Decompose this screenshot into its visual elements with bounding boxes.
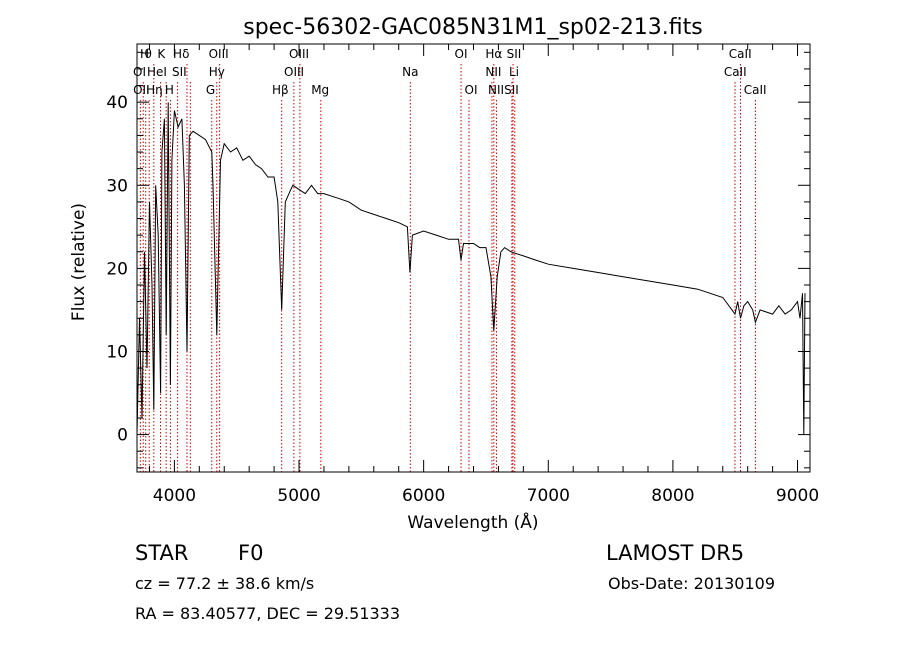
line-label: G bbox=[206, 83, 215, 97]
line-markers bbox=[139, 64, 756, 472]
x-tick-label: 7000 bbox=[527, 486, 570, 506]
y-axis: 0 10 20 30 40 bbox=[106, 51, 810, 469]
line-label: NIISII bbox=[488, 83, 519, 97]
y-tick-label: 30 bbox=[106, 176, 128, 196]
line-label: OI bbox=[133, 65, 146, 79]
survey-name: LAMOST DR5 bbox=[606, 541, 745, 565]
line-label: CaII bbox=[729, 47, 752, 61]
x-tick-label: 5000 bbox=[277, 486, 320, 506]
line-label: SII bbox=[172, 65, 187, 79]
object-class: STAR bbox=[135, 541, 189, 565]
line-label: CaII bbox=[744, 83, 767, 97]
line-label: H bbox=[165, 83, 174, 97]
object-subclass: F0 bbox=[238, 541, 264, 565]
line-label: NII bbox=[485, 65, 501, 79]
plot-frame bbox=[136, 43, 811, 473]
line-label: SII bbox=[507, 47, 522, 61]
x-tick-label: 6000 bbox=[402, 486, 445, 506]
x-axis-label: Wavelength (Å) bbox=[407, 511, 538, 533]
observation-date: Obs-Date: 20130109 bbox=[608, 574, 776, 593]
line-label: Hα bbox=[485, 47, 502, 61]
line-label: OIII bbox=[284, 65, 304, 79]
x-tick-label: 4000 bbox=[153, 486, 196, 506]
line-label: OIII bbox=[209, 47, 229, 61]
line-label: H bbox=[140, 47, 149, 61]
line-label: HeI bbox=[147, 65, 167, 79]
x-tick-label: 8000 bbox=[651, 486, 694, 506]
chart-title: spec-56302-GAC085N31M1_sp02-213.fits bbox=[243, 15, 703, 40]
line-label: Mg bbox=[311, 83, 329, 97]
line-label: Hη bbox=[146, 83, 163, 97]
y-tick-label: 0 bbox=[117, 426, 128, 446]
y-tick-label: 40 bbox=[106, 93, 128, 113]
y-tick-label: 10 bbox=[106, 342, 128, 362]
line-label: Hδ bbox=[173, 47, 189, 61]
line-label: Li bbox=[509, 65, 519, 79]
line-label: Hβ bbox=[272, 83, 289, 97]
coordinates: RA = 83.40577, DEC = 29.51333 bbox=[135, 604, 401, 623]
spectrum-line bbox=[136, 102, 806, 435]
x-axis: 4000 5000 6000 7000 8000 9000 bbox=[148, 44, 819, 506]
x-tick-label: 9000 bbox=[776, 486, 819, 506]
line-label: θ bbox=[145, 47, 152, 61]
line-label: OI bbox=[465, 83, 478, 97]
line-label: Hγ bbox=[209, 65, 225, 79]
y-tick-label: 20 bbox=[106, 259, 128, 279]
redshift-velocity: cz = 77.2 ± 38.6 km/s bbox=[135, 574, 315, 593]
line-label: K bbox=[157, 47, 166, 61]
line-label: OI bbox=[455, 47, 468, 61]
line-label: CaII bbox=[724, 65, 747, 79]
y-axis-label: Flux (relative) bbox=[69, 203, 89, 321]
line-label: Na bbox=[402, 65, 418, 79]
